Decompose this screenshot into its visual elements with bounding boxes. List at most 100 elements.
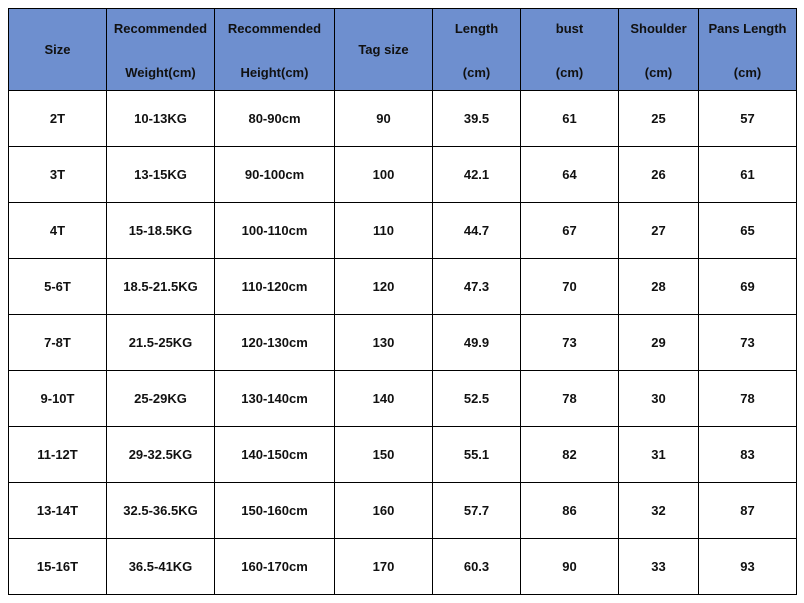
table-cell: 2T bbox=[8, 90, 107, 147]
table-cell: 25 bbox=[618, 90, 699, 147]
table-cell: 13-15KG bbox=[106, 146, 215, 203]
header-lines: Recommended Height(cm) bbox=[215, 9, 334, 90]
table-cell: 90 bbox=[520, 538, 619, 595]
table-row: 3T 13-15KG 90-100cm 100 42.1 64 26 61 bbox=[8, 146, 797, 203]
table-cell: 69 bbox=[698, 258, 797, 315]
table-cell: 30 bbox=[618, 370, 699, 427]
table-cell: 83 bbox=[698, 426, 797, 483]
table-cell: 150-160cm bbox=[214, 482, 335, 539]
table-cell: 52.5 bbox=[432, 370, 521, 427]
table-body: 2T 10-13KG 80-90cm 90 39.5 61 25 57 3T 13-15KG 90-… bbox=[8, 90, 797, 595]
table-cell: 4T bbox=[8, 202, 107, 259]
table-cell: 7-8T bbox=[8, 314, 107, 371]
table-cell: 67 bbox=[520, 202, 619, 259]
table-cell: 87 bbox=[698, 482, 797, 539]
table-row: 5-6T 18.5-21.5KG 110-120cm 120 47.3 70 28 69 bbox=[8, 258, 797, 315]
header-text: Length bbox=[454, 21, 499, 36]
header-text: Pans Length bbox=[708, 21, 787, 36]
table-cell: 70 bbox=[520, 258, 619, 315]
table-row: 7-8T 21.5-25KG 120-130cm 130 49.9 73 29 73 bbox=[8, 314, 797, 371]
table-cell: 42.1 bbox=[432, 146, 521, 203]
table-cell: 73 bbox=[698, 314, 797, 371]
size-table: Size Recommended Weight(cm) Recommended Heig… bbox=[8, 8, 797, 595]
header-cell: Recommended Weight(cm) bbox=[106, 8, 215, 91]
table-cell: 78 bbox=[520, 370, 619, 427]
table-cell: 27 bbox=[618, 202, 699, 259]
header-lines: Size bbox=[9, 9, 106, 90]
table-cell: 140 bbox=[334, 370, 433, 427]
header-text: bust bbox=[555, 21, 584, 36]
table-cell: 32.5-36.5KG bbox=[106, 482, 215, 539]
table-cell: 160-170cm bbox=[214, 538, 335, 595]
table-cell: 60.3 bbox=[432, 538, 521, 595]
header-lines: Pans Length (cm) bbox=[699, 9, 796, 90]
table-cell: 120 bbox=[334, 258, 433, 315]
table-cell: 78 bbox=[698, 370, 797, 427]
table-cell: 100-110cm bbox=[214, 202, 335, 259]
header-text: (cm) bbox=[644, 65, 673, 80]
table-cell: 11-12T bbox=[8, 426, 107, 483]
header-text: (cm) bbox=[462, 65, 491, 80]
table-row: 11-12T 29-32.5KG 140-150cm 150 55.1 82 31 83 bbox=[8, 426, 797, 483]
table-cell: 9-10T bbox=[8, 370, 107, 427]
table-cell: 90-100cm bbox=[214, 146, 335, 203]
table-cell: 28 bbox=[618, 258, 699, 315]
header-cell: Tag size bbox=[334, 8, 433, 91]
header-lines: bust (cm) bbox=[521, 9, 618, 90]
table-cell: 65 bbox=[698, 202, 797, 259]
table-cell: 61 bbox=[520, 90, 619, 147]
table-cell: 15-16T bbox=[8, 538, 107, 595]
header-text: Tag size bbox=[358, 42, 409, 57]
table-cell: 33 bbox=[618, 538, 699, 595]
table-row: 2T 10-13KG 80-90cm 90 39.5 61 25 57 bbox=[8, 90, 797, 147]
table-cell: 170 bbox=[334, 538, 433, 595]
table-cell: 90 bbox=[334, 90, 433, 147]
header-cell: Pans Length (cm) bbox=[698, 8, 797, 91]
table-cell: 29-32.5KG bbox=[106, 426, 215, 483]
header-cell: Size bbox=[8, 8, 107, 91]
table-cell: 18.5-21.5KG bbox=[106, 258, 215, 315]
table-cell: 21.5-25KG bbox=[106, 314, 215, 371]
header-cell: Recommended Height(cm) bbox=[214, 8, 335, 91]
table-cell: 10-13KG bbox=[106, 90, 215, 147]
header-cell: Shoulder (cm) bbox=[618, 8, 699, 91]
table-cell: 31 bbox=[618, 426, 699, 483]
header-text: Recommended bbox=[227, 21, 322, 36]
table-cell: 36.5-41KG bbox=[106, 538, 215, 595]
table-cell: 140-150cm bbox=[214, 426, 335, 483]
table-row: 15-16T 36.5-41KG 160-170cm 170 60.3 90 33 93 bbox=[8, 538, 797, 595]
table-cell: 93 bbox=[698, 538, 797, 595]
table-cell: 26 bbox=[618, 146, 699, 203]
header-text: Size bbox=[44, 42, 71, 57]
table-cell: 130 bbox=[334, 314, 433, 371]
table-cell: 3T bbox=[8, 146, 107, 203]
header-text: Height(cm) bbox=[240, 65, 309, 80]
table-cell: 44.7 bbox=[432, 202, 521, 259]
header-lines: Recommended Weight(cm) bbox=[107, 9, 214, 90]
table-cell: 110-120cm bbox=[214, 258, 335, 315]
table-cell: 64 bbox=[520, 146, 619, 203]
table-cell: 55.1 bbox=[432, 426, 521, 483]
header-lines: Length (cm) bbox=[433, 9, 520, 90]
table-cell: 13-14T bbox=[8, 482, 107, 539]
table-cell: 110 bbox=[334, 202, 433, 259]
header-text: (cm) bbox=[555, 65, 584, 80]
table-cell: 32 bbox=[618, 482, 699, 539]
table-cell: 86 bbox=[520, 482, 619, 539]
table-row: 4T 15-18.5KG 100-110cm 110 44.7 67 27 65 bbox=[8, 202, 797, 259]
header-text: Weight(cm) bbox=[125, 65, 196, 80]
table-cell: 29 bbox=[618, 314, 699, 371]
header-text: Shoulder bbox=[630, 21, 687, 36]
table-cell: 47.3 bbox=[432, 258, 521, 315]
table-cell: 39.5 bbox=[432, 90, 521, 147]
header-row: Size Recommended Weight(cm) Recommended Heig… bbox=[8, 8, 797, 91]
header-cell: bust (cm) bbox=[520, 8, 619, 91]
table-cell: 160 bbox=[334, 482, 433, 539]
table-cell: 120-130cm bbox=[214, 314, 335, 371]
header-text: Recommended bbox=[113, 21, 208, 36]
table-cell: 57 bbox=[698, 90, 797, 147]
table-cell: 57.7 bbox=[432, 482, 521, 539]
header-lines: Shoulder (cm) bbox=[619, 9, 698, 90]
table-cell: 130-140cm bbox=[214, 370, 335, 427]
